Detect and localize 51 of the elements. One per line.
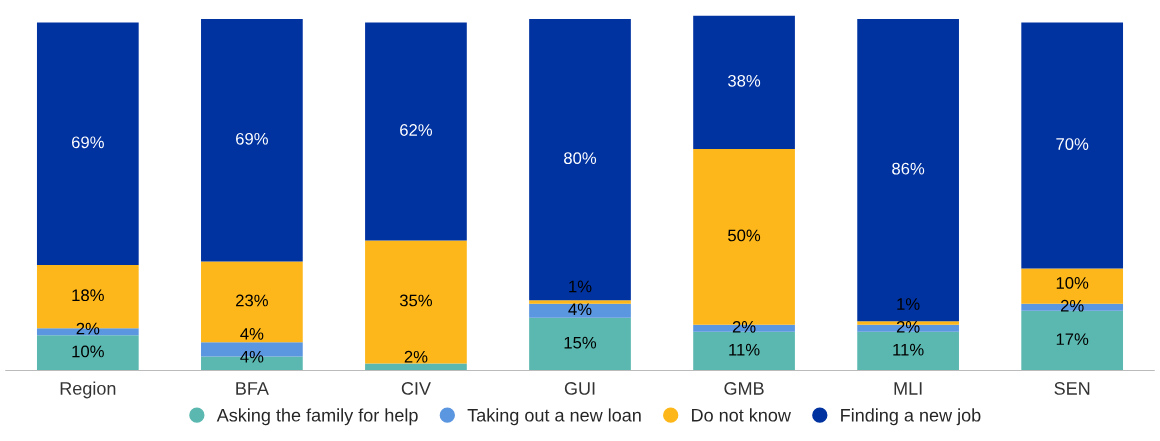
data-label: 11% bbox=[729, 343, 760, 356]
data-label: 11% bbox=[893, 343, 924, 356]
x-tick-label: CIV bbox=[401, 382, 431, 395]
data-label: 35% bbox=[399, 294, 433, 307]
data-label: 4% bbox=[240, 328, 264, 340]
x-tick-label: MLI bbox=[894, 382, 922, 395]
data-label: 15% bbox=[564, 336, 597, 349]
data-label: 4% bbox=[240, 350, 264, 363]
data-label: 10% bbox=[72, 345, 104, 358]
data-label: 50% bbox=[728, 229, 761, 242]
bar bbox=[693, 15, 795, 149]
legend-label: Taking out a new loan bbox=[467, 408, 641, 426]
bar bbox=[1021, 310, 1124, 371]
data-label: 69% bbox=[236, 132, 268, 145]
bar bbox=[201, 261, 303, 343]
bar bbox=[1021, 22, 1124, 269]
data-label: 38% bbox=[728, 74, 761, 87]
bar bbox=[365, 363, 467, 371]
bar bbox=[857, 331, 959, 371]
data-label: 69% bbox=[72, 136, 104, 149]
bar bbox=[529, 18, 631, 301]
bar bbox=[529, 317, 631, 371]
x-tick-label: Region bbox=[60, 381, 116, 399]
data-label: 18% bbox=[72, 289, 104, 302]
bar bbox=[857, 18, 959, 322]
data-label: 62% bbox=[400, 124, 433, 136]
bar bbox=[365, 240, 467, 364]
legend-label: Asking the family for help bbox=[216, 408, 418, 426]
bar bbox=[693, 331, 795, 371]
legend-label: Finding a new job bbox=[841, 408, 981, 426]
bar bbox=[529, 300, 631, 304]
bar bbox=[36, 335, 139, 371]
x-tick-label: GMB bbox=[724, 382, 764, 395]
data-label: 86% bbox=[892, 162, 925, 175]
bar bbox=[365, 22, 467, 241]
bar bbox=[36, 22, 139, 265]
data-label: 23% bbox=[236, 294, 268, 307]
legend-label: Do not know bbox=[692, 408, 791, 422]
x-tick-label: SEN bbox=[1054, 382, 1090, 395]
x-tick-label: GUI bbox=[564, 382, 595, 395]
bar bbox=[201, 18, 303, 262]
data-label: 2% bbox=[404, 350, 428, 363]
data-label: 4% bbox=[568, 303, 592, 316]
data-label: 17% bbox=[1056, 333, 1089, 345]
data-label: 80% bbox=[564, 152, 597, 165]
data-label: 1% bbox=[897, 298, 920, 310]
bar bbox=[529, 303, 631, 318]
data-label: 70% bbox=[1056, 138, 1089, 150]
x-tick-label: BFA bbox=[236, 382, 269, 395]
data-label: 10% bbox=[1056, 277, 1089, 289]
data-label: 1% bbox=[569, 280, 592, 293]
